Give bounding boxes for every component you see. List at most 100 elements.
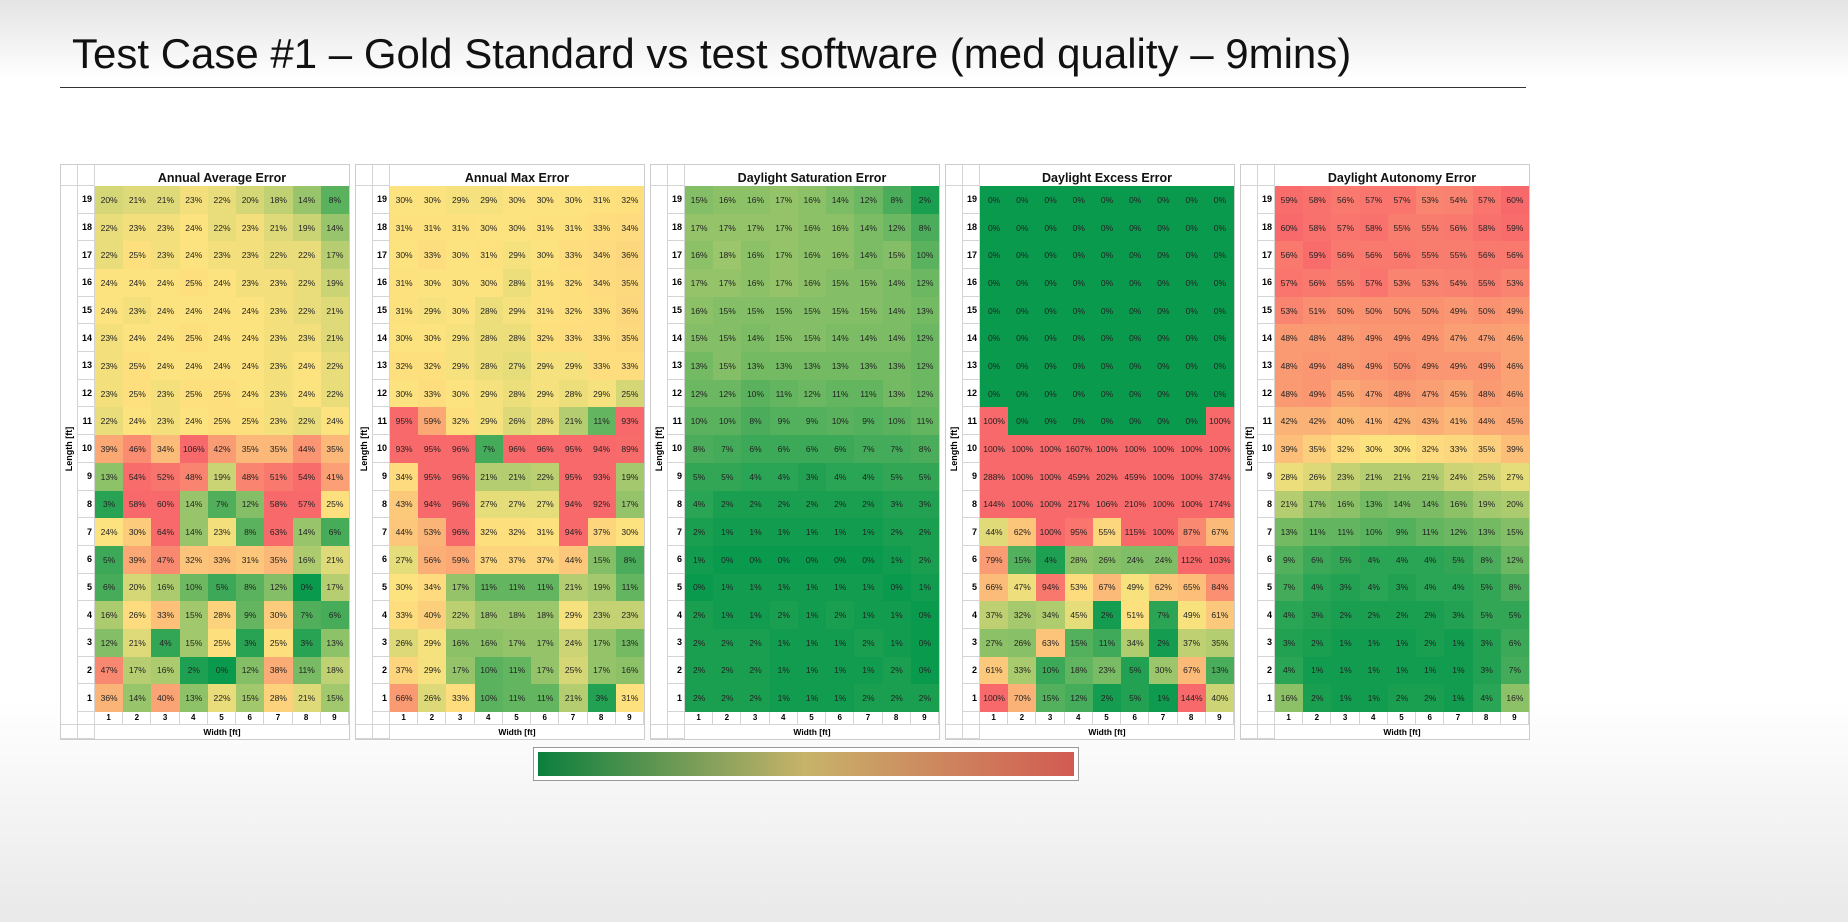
- heatmap-cell: 23%: [1331, 462, 1360, 491]
- heatmap-cell: 2%: [741, 656, 770, 685]
- heatmap-cell: 0%: [1149, 352, 1178, 380]
- heatmap-cell: 31%: [615, 684, 644, 712]
- heatmap-cell: 1%: [769, 656, 798, 685]
- y-axis-label: Length [ft]: [652, 424, 666, 474]
- heatmap-cell: 23%: [264, 269, 293, 297]
- y-tick-label: 8: [373, 490, 390, 519]
- corner-cell: [373, 724, 390, 739]
- heatmap-cell: 50%: [1387, 296, 1417, 325]
- heatmap-cell: 0%: [1008, 296, 1037, 325]
- heatmap-cell: 16%: [1444, 490, 1473, 519]
- heatmap-cell: 16%: [474, 628, 503, 657]
- heatmap-cell: 4%: [1387, 545, 1417, 574]
- heatmap-cell: 4%: [1359, 545, 1388, 574]
- heatmap-cell: 11%: [1092, 628, 1122, 657]
- heatmap-cell: 36%: [95, 684, 124, 712]
- heatmap-cell: 14%: [882, 296, 911, 325]
- heatmap-cell: 24%: [320, 407, 349, 436]
- heatmap-cell: 23%: [292, 324, 321, 353]
- heatmap-cell: 43%: [1416, 407, 1445, 436]
- heatmap-cell: 30%: [446, 379, 475, 408]
- y-axis-label: Length [ft]: [357, 424, 371, 474]
- heatmap-cell: 2%: [1359, 601, 1388, 629]
- heatmap-cell: 33%: [587, 213, 616, 242]
- heatmap-cell: 7%: [207, 490, 237, 519]
- heatmap-cell: 31%: [531, 213, 560, 242]
- heatmap-cell: 34%: [615, 213, 644, 242]
- heatmap-cell: 53%: [1416, 186, 1445, 214]
- heatmap-cell: 1%: [741, 601, 770, 629]
- heatmap-cell: 33%: [587, 352, 616, 380]
- heatmap-cell: 3%: [1444, 601, 1473, 629]
- x-tick-label: 9: [1205, 711, 1234, 725]
- x-tick-label: 1: [685, 711, 714, 725]
- y-axis-label-container: Length [ft]: [356, 186, 373, 712]
- heatmap-cell: 5%: [1500, 601, 1529, 629]
- heatmap-cell: 55%: [1331, 269, 1360, 297]
- heatmap-cell: 30%: [264, 601, 293, 629]
- heatmap-cell: 17%: [769, 241, 798, 270]
- heatmap-cell: 36%: [615, 296, 644, 325]
- y-tick-label: 9: [78, 462, 95, 491]
- heatmap-cell: 45%: [1500, 407, 1529, 436]
- corner-cell: [651, 711, 668, 725]
- heatmap-cell: 40%: [1331, 407, 1360, 436]
- heatmap-cell: 3%: [882, 490, 911, 519]
- heatmap-cell: 21%: [264, 213, 293, 242]
- heatmap-cell: 3%: [1387, 573, 1417, 602]
- heatmap-cell: 1%: [882, 601, 911, 629]
- heatmap-cell: 1%: [797, 518, 827, 546]
- heatmap-cell: 2%: [1387, 601, 1417, 629]
- heatmap-cell: 0%: [1177, 407, 1206, 436]
- heatmap-cell: 79%: [980, 545, 1009, 574]
- heatmap-cell: 0%: [1205, 296, 1234, 325]
- heatmap-cell: 16%: [151, 656, 180, 685]
- heatmap-cell: 33%: [418, 241, 447, 270]
- heatmap-cell: 10%: [741, 379, 770, 408]
- y-tick-label: 13: [1258, 352, 1275, 380]
- color-scale-legend: [533, 747, 1079, 781]
- heatmap-cell: 288%: [980, 462, 1009, 491]
- heatmap-cell: 23%: [264, 407, 293, 436]
- heatmap-cell: 59%: [1303, 241, 1332, 270]
- heatmap-cell: 100%: [1149, 518, 1178, 546]
- heatmap-cell: 2%: [910, 545, 939, 574]
- x-tick-label: 5: [207, 711, 237, 725]
- heatmap-cell: 21%: [320, 545, 349, 574]
- heatmap-cell: 1%: [1359, 628, 1388, 657]
- heatmap-cell: 0%: [1205, 269, 1234, 297]
- heatmap-cell: 46%: [1500, 324, 1529, 353]
- heatmap-cell: 47%: [95, 656, 124, 685]
- heatmap-cell: 49%: [1444, 352, 1473, 380]
- title-divider: [60, 87, 1526, 88]
- heatmap-cell: 53%: [1416, 269, 1445, 297]
- heatmap-cell: 2%: [882, 684, 911, 712]
- heatmap-cell: 100%: [1092, 435, 1122, 463]
- corner-cell: [963, 724, 980, 739]
- y-tick-label: 10: [1258, 435, 1275, 463]
- heatmap-cell: 32%: [474, 518, 503, 546]
- heatmap-cell: 30%: [1149, 656, 1178, 685]
- heatmap-cell: 15%: [797, 296, 827, 325]
- y-tick-label: 6: [668, 545, 685, 574]
- heatmap-cell: 30%: [446, 241, 475, 270]
- heatmap-cell: 30%: [531, 241, 560, 270]
- heatmap-cell: 2%: [1416, 601, 1445, 629]
- heatmap-cell: 0%: [980, 241, 1009, 270]
- heatmap-cell: 14%: [292, 186, 321, 214]
- heatmap-cell: 14%: [854, 241, 883, 270]
- x-tick-label: 6: [1121, 711, 1150, 725]
- heatmap-cell: 17%: [320, 573, 349, 602]
- heatmap-cell: 56%: [1444, 213, 1473, 242]
- heatmap-cell: 0%: [1177, 379, 1206, 408]
- y-tick-label: 2: [373, 656, 390, 685]
- y-tick-label: 3: [373, 628, 390, 657]
- heatmap-cell: 21%: [1416, 462, 1445, 491]
- heatmap-cell: 3%: [1331, 573, 1360, 602]
- heatmap-cell: 23%: [587, 601, 616, 629]
- heatmap-cell: 27%: [390, 545, 419, 574]
- corner-cell: [61, 165, 78, 186]
- heatmap-cell: 56%: [1472, 241, 1501, 270]
- heatmap-cell: 13%: [1205, 656, 1234, 685]
- heatmap-cell: 25%: [207, 379, 237, 408]
